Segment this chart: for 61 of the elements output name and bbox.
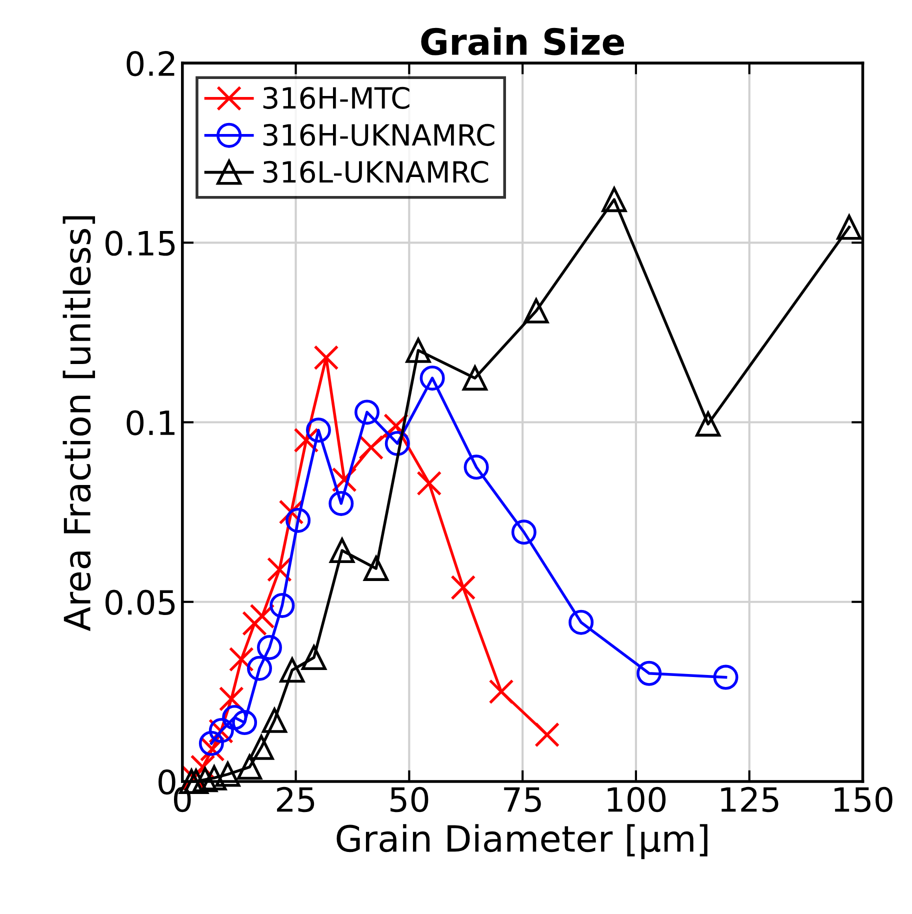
x-tick-label: 75 [504, 787, 541, 812]
point [358, 434, 384, 460]
x-tick-label: 150 [834, 786, 892, 812]
y-tick-label: 0.2 [126, 50, 174, 76]
point [256, 634, 282, 660]
point [511, 520, 536, 545]
point [232, 710, 258, 736]
point [420, 366, 445, 391]
point [294, 428, 319, 453]
point [198, 730, 224, 756]
point [568, 610, 594, 635]
point [266, 557, 292, 582]
x-tick-label: 100 [608, 786, 666, 812]
point [384, 430, 410, 456]
legend-label: 316H-UKNAMRC [263, 124, 494, 146]
point [330, 538, 355, 564]
point [228, 646, 254, 672]
point [696, 412, 721, 437]
legend-label: 316L-UKNAMRC [263, 160, 488, 183]
point [464, 454, 489, 480]
point [250, 604, 275, 629]
point [524, 298, 549, 324]
x-tick-label: 125 [721, 786, 778, 812]
y-tick-label: 0.05 [106, 590, 175, 616]
point [602, 187, 627, 212]
point [242, 610, 268, 636]
point [836, 214, 862, 240]
point [416, 470, 442, 496]
y-tick-label: 0 [158, 769, 176, 795]
y-axis-title: Area Fraction [unitless] [62, 216, 96, 632]
point [406, 338, 431, 363]
point [286, 508, 311, 533]
y-tick-label: 0.1 [126, 410, 174, 436]
legend-label: 316H-MTC [263, 86, 410, 109]
point [215, 762, 240, 787]
point [450, 575, 476, 600]
point [462, 366, 488, 391]
y-tick-label: 0.15 [106, 230, 175, 256]
x-axis-title: Grain Diameter [µm] [336, 824, 708, 860]
point [488, 679, 514, 704]
chart-title: Grain Size [421, 27, 624, 56]
point [364, 556, 389, 581]
point [328, 490, 354, 516]
x-tick-label: 50 [390, 786, 428, 812]
point [534, 722, 560, 748]
point [306, 418, 331, 443]
point [262, 708, 287, 733]
point [280, 658, 305, 683]
point [314, 345, 339, 370]
point [354, 400, 380, 425]
point [248, 734, 274, 760]
point [636, 660, 662, 686]
point [301, 645, 326, 670]
point [202, 765, 227, 790]
point [713, 664, 738, 690]
point [247, 656, 272, 681]
point [222, 705, 248, 730]
point [192, 767, 218, 792]
point [237, 754, 262, 780]
x-tick-label: 25 [277, 786, 314, 812]
point [270, 592, 295, 618]
